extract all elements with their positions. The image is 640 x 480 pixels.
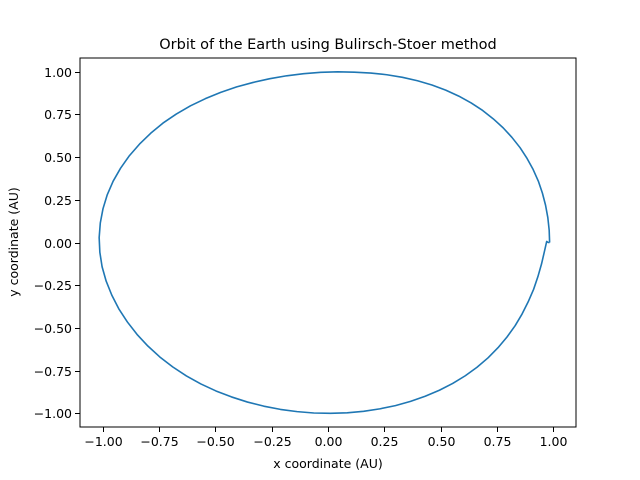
y-axis-label: y coordinate (AU) <box>6 187 21 296</box>
chart-title: Orbit of the Earth using Bulirsch-Stoer … <box>159 37 497 53</box>
x-tick-label: 0.25 <box>371 434 399 449</box>
x-tick-label: 0.75 <box>484 434 512 449</box>
x-tick-label: −0.75 <box>140 434 178 449</box>
x-tick-label: −0.50 <box>196 434 234 449</box>
x-tick-label: 1.00 <box>540 434 568 449</box>
y-tick-label: 0.25 <box>44 193 72 208</box>
y-tick-label: 0.00 <box>44 236 72 251</box>
y-tick-label: 0.75 <box>44 107 72 122</box>
y-tick-label: −0.75 <box>34 364 72 379</box>
y-tick-label: −0.25 <box>34 278 72 293</box>
y-tick-label: −1.00 <box>34 406 72 421</box>
x-tick-label: −0.25 <box>253 434 291 449</box>
y-axis-ticks: −1.00 −0.75 −0.50 −0.25 0.00 0.25 0.50 0.75 1.00 <box>34 65 80 421</box>
y-tick-label: 1.00 <box>44 65 72 80</box>
x-tick-label: 0.00 <box>315 434 343 449</box>
y-tick-label: 0.50 <box>44 150 72 165</box>
x-tick-label: −1.00 <box>84 434 122 449</box>
x-axis-ticks: −1.00 −0.75 −0.50 −0.25 0.00 0.25 0.50 0.75 1.00 <box>84 427 567 449</box>
x-axis-label: x coordinate (AU) <box>273 456 382 471</box>
x-tick-label: 0.50 <box>428 434 456 449</box>
y-tick-label: −0.50 <box>34 321 72 336</box>
orbit-line-0 <box>98 71 551 415</box>
